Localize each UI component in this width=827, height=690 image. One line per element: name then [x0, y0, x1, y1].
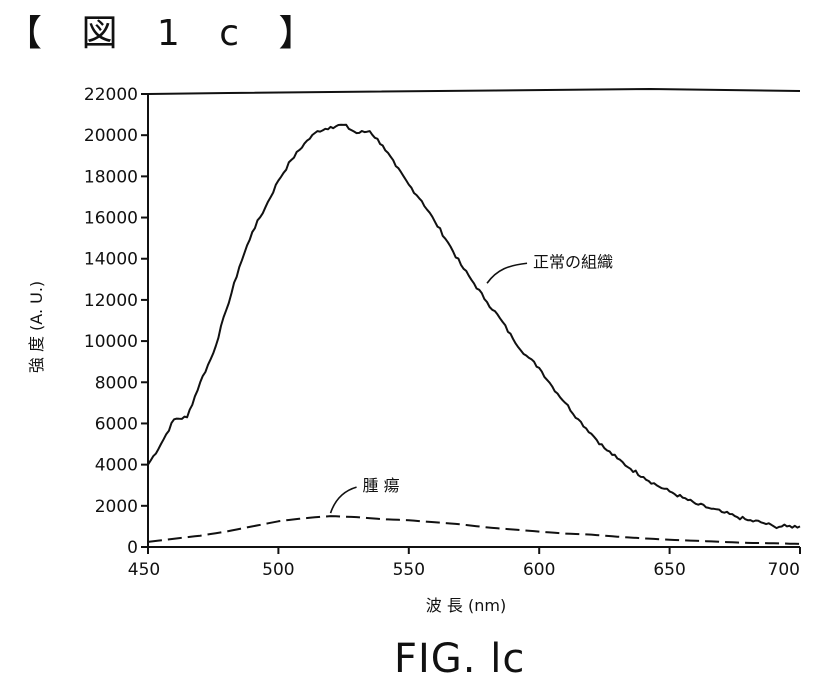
- y-tick-label: 16000: [84, 209, 138, 229]
- y-tick-label: 2000: [95, 497, 138, 517]
- spectrum-chart: 0 2000 4000 6000 8000 10000 12000 14000 16000 180…: [0, 0, 827, 640]
- series-line-normal-tissue: [148, 125, 800, 528]
- y-axis-ticks: 0 2000 4000 6000 8000 10000 12000 14000 16000 180…: [84, 85, 148, 558]
- annotation-label-normal: 正常の組織: [533, 252, 613, 271]
- x-tick-label: 600: [523, 560, 555, 580]
- figure-caption: FIG. lc: [394, 636, 525, 682]
- y-tick-label: 8000: [95, 373, 138, 393]
- x-tick-label: 650: [653, 560, 685, 580]
- y-tick-label: 4000: [95, 456, 138, 476]
- annotation-label-tumor: 腫 瘍: [363, 476, 400, 495]
- y-tick-label: 10000: [84, 332, 138, 352]
- x-tick-label: 500: [262, 560, 294, 580]
- annotation-group: 正常の組織腫 瘍: [331, 252, 613, 513]
- series-group: [148, 125, 800, 544]
- y-tick-label: 6000: [95, 414, 138, 434]
- annotation-leader-tumor: [331, 487, 357, 513]
- series-line-tumor: [148, 516, 800, 544]
- y-tick-label: 18000: [84, 167, 138, 187]
- y-axis-label: 強 度 (A. U.): [27, 281, 46, 373]
- annotation-leader-normal: [487, 263, 527, 283]
- y-tick-label: 14000: [84, 250, 138, 270]
- y-tick-label: 0: [127, 538, 138, 558]
- y-tick-label: 20000: [84, 126, 138, 146]
- x-tick-label: 700: [768, 560, 800, 580]
- plot-frame: [148, 89, 800, 547]
- top-frame-line: [148, 89, 800, 94]
- x-axis-label: 波 長 (nm): [426, 596, 506, 615]
- x-axis-ticks: 450 500 550 600 650 700: [128, 547, 800, 580]
- x-tick-label: 550: [393, 560, 425, 580]
- y-tick-label: 22000: [84, 85, 138, 105]
- y-tick-label: 12000: [84, 291, 138, 311]
- x-tick-label: 450: [128, 560, 160, 580]
